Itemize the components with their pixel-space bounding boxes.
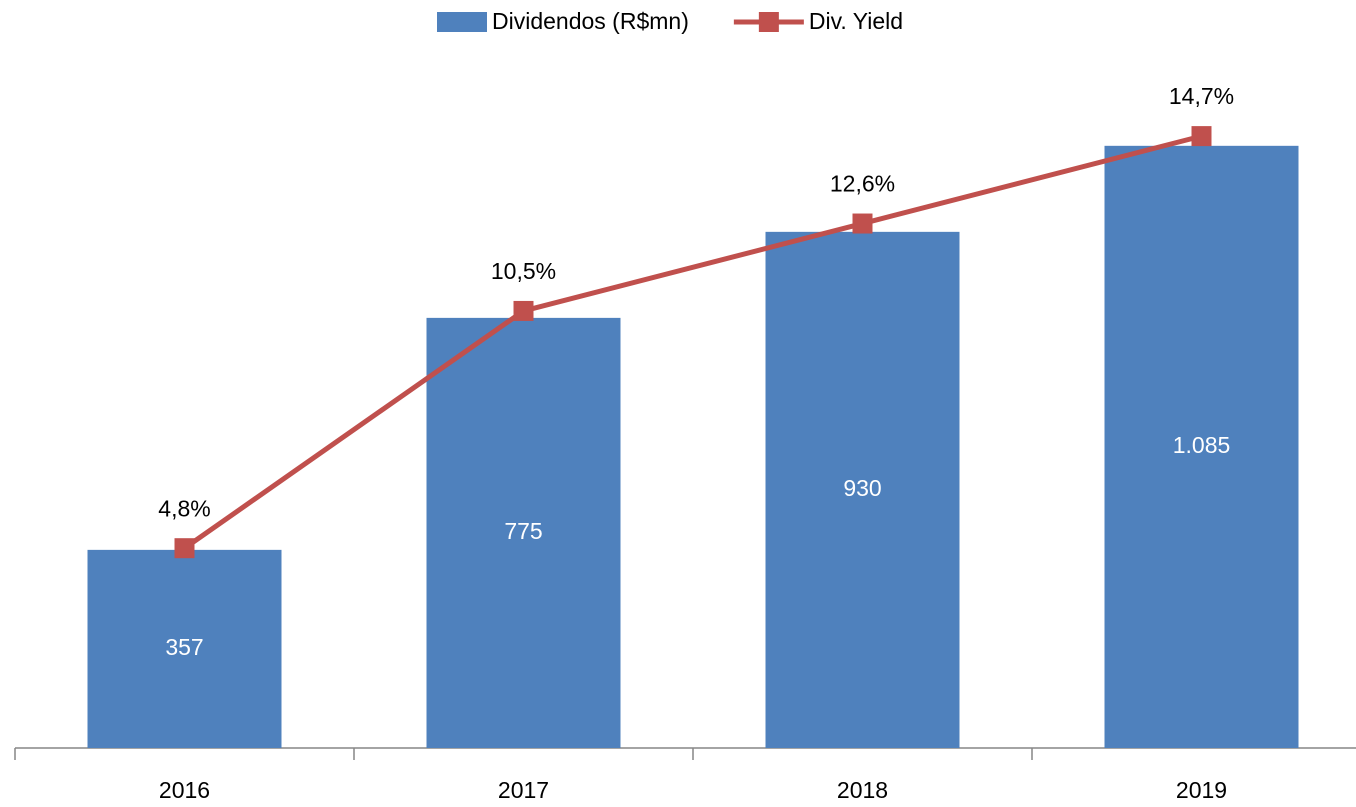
x-tick-label: 2016	[159, 777, 210, 803]
legend-label: Dividendos (R$mn)	[492, 8, 689, 34]
bar-value-label: 1.085	[1173, 432, 1231, 458]
line-value-label: 12,6%	[830, 171, 895, 197]
legend-swatch	[437, 12, 487, 32]
x-tick-label: 2019	[1176, 777, 1227, 803]
bar-value-label: 357	[165, 634, 203, 660]
bar	[87, 549, 282, 748]
bar	[426, 317, 621, 748]
line-value-label: 14,7%	[1169, 83, 1234, 109]
line-marker	[1191, 126, 1212, 147]
bar	[1104, 145, 1299, 748]
bar-value-label: 775	[504, 518, 542, 544]
line-marker	[852, 213, 873, 234]
x-tick-label: 2018	[837, 777, 888, 803]
line	[183, 133, 1203, 551]
line-marker	[513, 300, 534, 321]
bar	[765, 231, 960, 749]
line-value-label: 10,5%	[491, 258, 556, 284]
x-tick-label: 2017	[498, 777, 549, 803]
legend-label: Div. Yield	[809, 8, 903, 34]
line-value-label: 4,8%	[158, 495, 210, 521]
line-marker	[174, 538, 195, 559]
legend-swatch	[758, 12, 779, 32]
bar-value-label: 930	[843, 475, 881, 501]
